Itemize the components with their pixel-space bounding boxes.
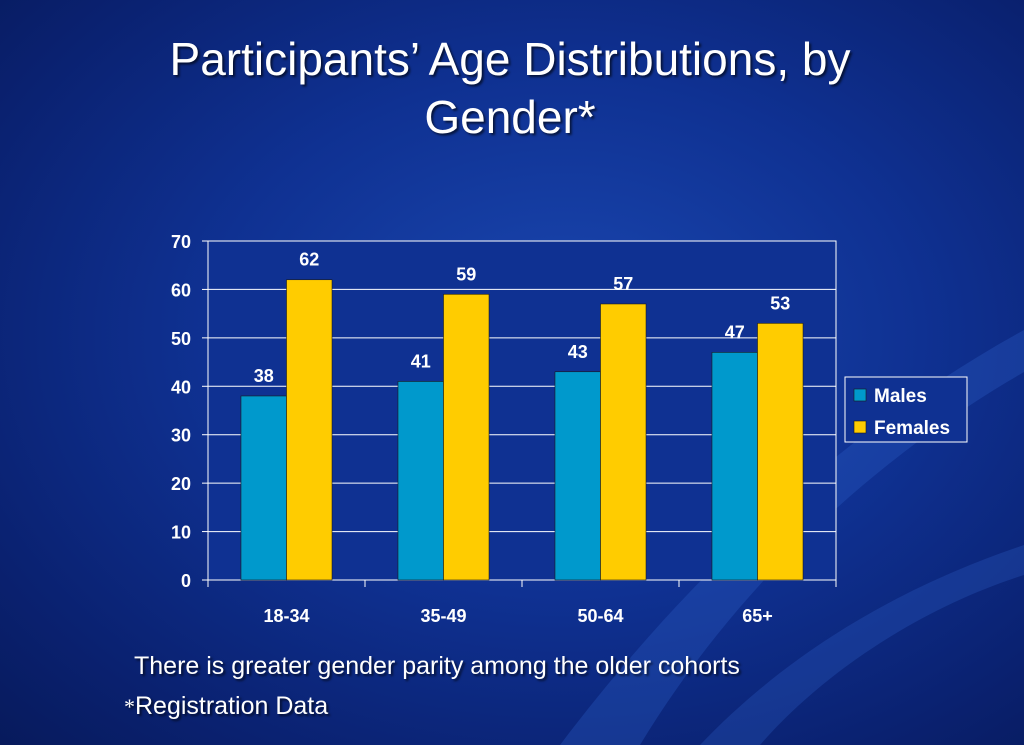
data-label: 57	[613, 274, 633, 294]
data-label: 43	[568, 342, 588, 362]
footnote-marker: *	[124, 694, 135, 719]
slide-title: Participants’ Age Distributions, by Gend…	[60, 30, 960, 146]
x-tick-label: 35-49	[420, 606, 466, 626]
y-tick-label: 30	[171, 426, 191, 446]
bar-females	[443, 293, 490, 581]
bar-females	[757, 323, 804, 581]
y-tick-label: 50	[171, 329, 191, 349]
y-tick-label: 60	[171, 280, 191, 300]
data-label: 62	[299, 250, 319, 270]
data-label: 47	[725, 322, 745, 342]
x-tick-label: 50-64	[577, 606, 623, 626]
bar-females	[600, 303, 647, 581]
bar-males	[240, 395, 287, 581]
legend-swatch-females	[853, 420, 867, 434]
y-tick-label: 70	[171, 232, 191, 252]
footnote-text: Registration Data	[135, 692, 329, 720]
bar-males	[711, 352, 758, 581]
y-tick-label: 10	[171, 523, 191, 543]
bar-males	[554, 371, 601, 581]
data-label: 41	[411, 351, 431, 371]
y-tick-label: 40	[171, 377, 191, 397]
slide-note: There is greater gender parity among the…	[134, 652, 740, 680]
y-tick-label: 0	[181, 571, 191, 591]
data-label: 53	[770, 293, 790, 313]
legend-swatch-males	[853, 388, 867, 402]
slide-title-line-1: Participants’ Age Distributions, by	[169, 33, 851, 85]
legend-box	[844, 376, 968, 443]
legend-label: Males	[874, 386, 927, 407]
data-label: 59	[456, 264, 476, 284]
slide-title-line-2: Gender*	[424, 91, 596, 143]
x-tick-label: 65+	[742, 606, 773, 626]
x-tick-label: 18-34	[263, 606, 309, 626]
bar-females	[286, 279, 333, 581]
legend-label: Females	[874, 418, 950, 439]
data-label: 38	[254, 366, 274, 386]
bar-males	[397, 381, 444, 581]
y-tick-label: 20	[171, 474, 191, 494]
slide-footnote: *Registration Data	[124, 692, 328, 721]
